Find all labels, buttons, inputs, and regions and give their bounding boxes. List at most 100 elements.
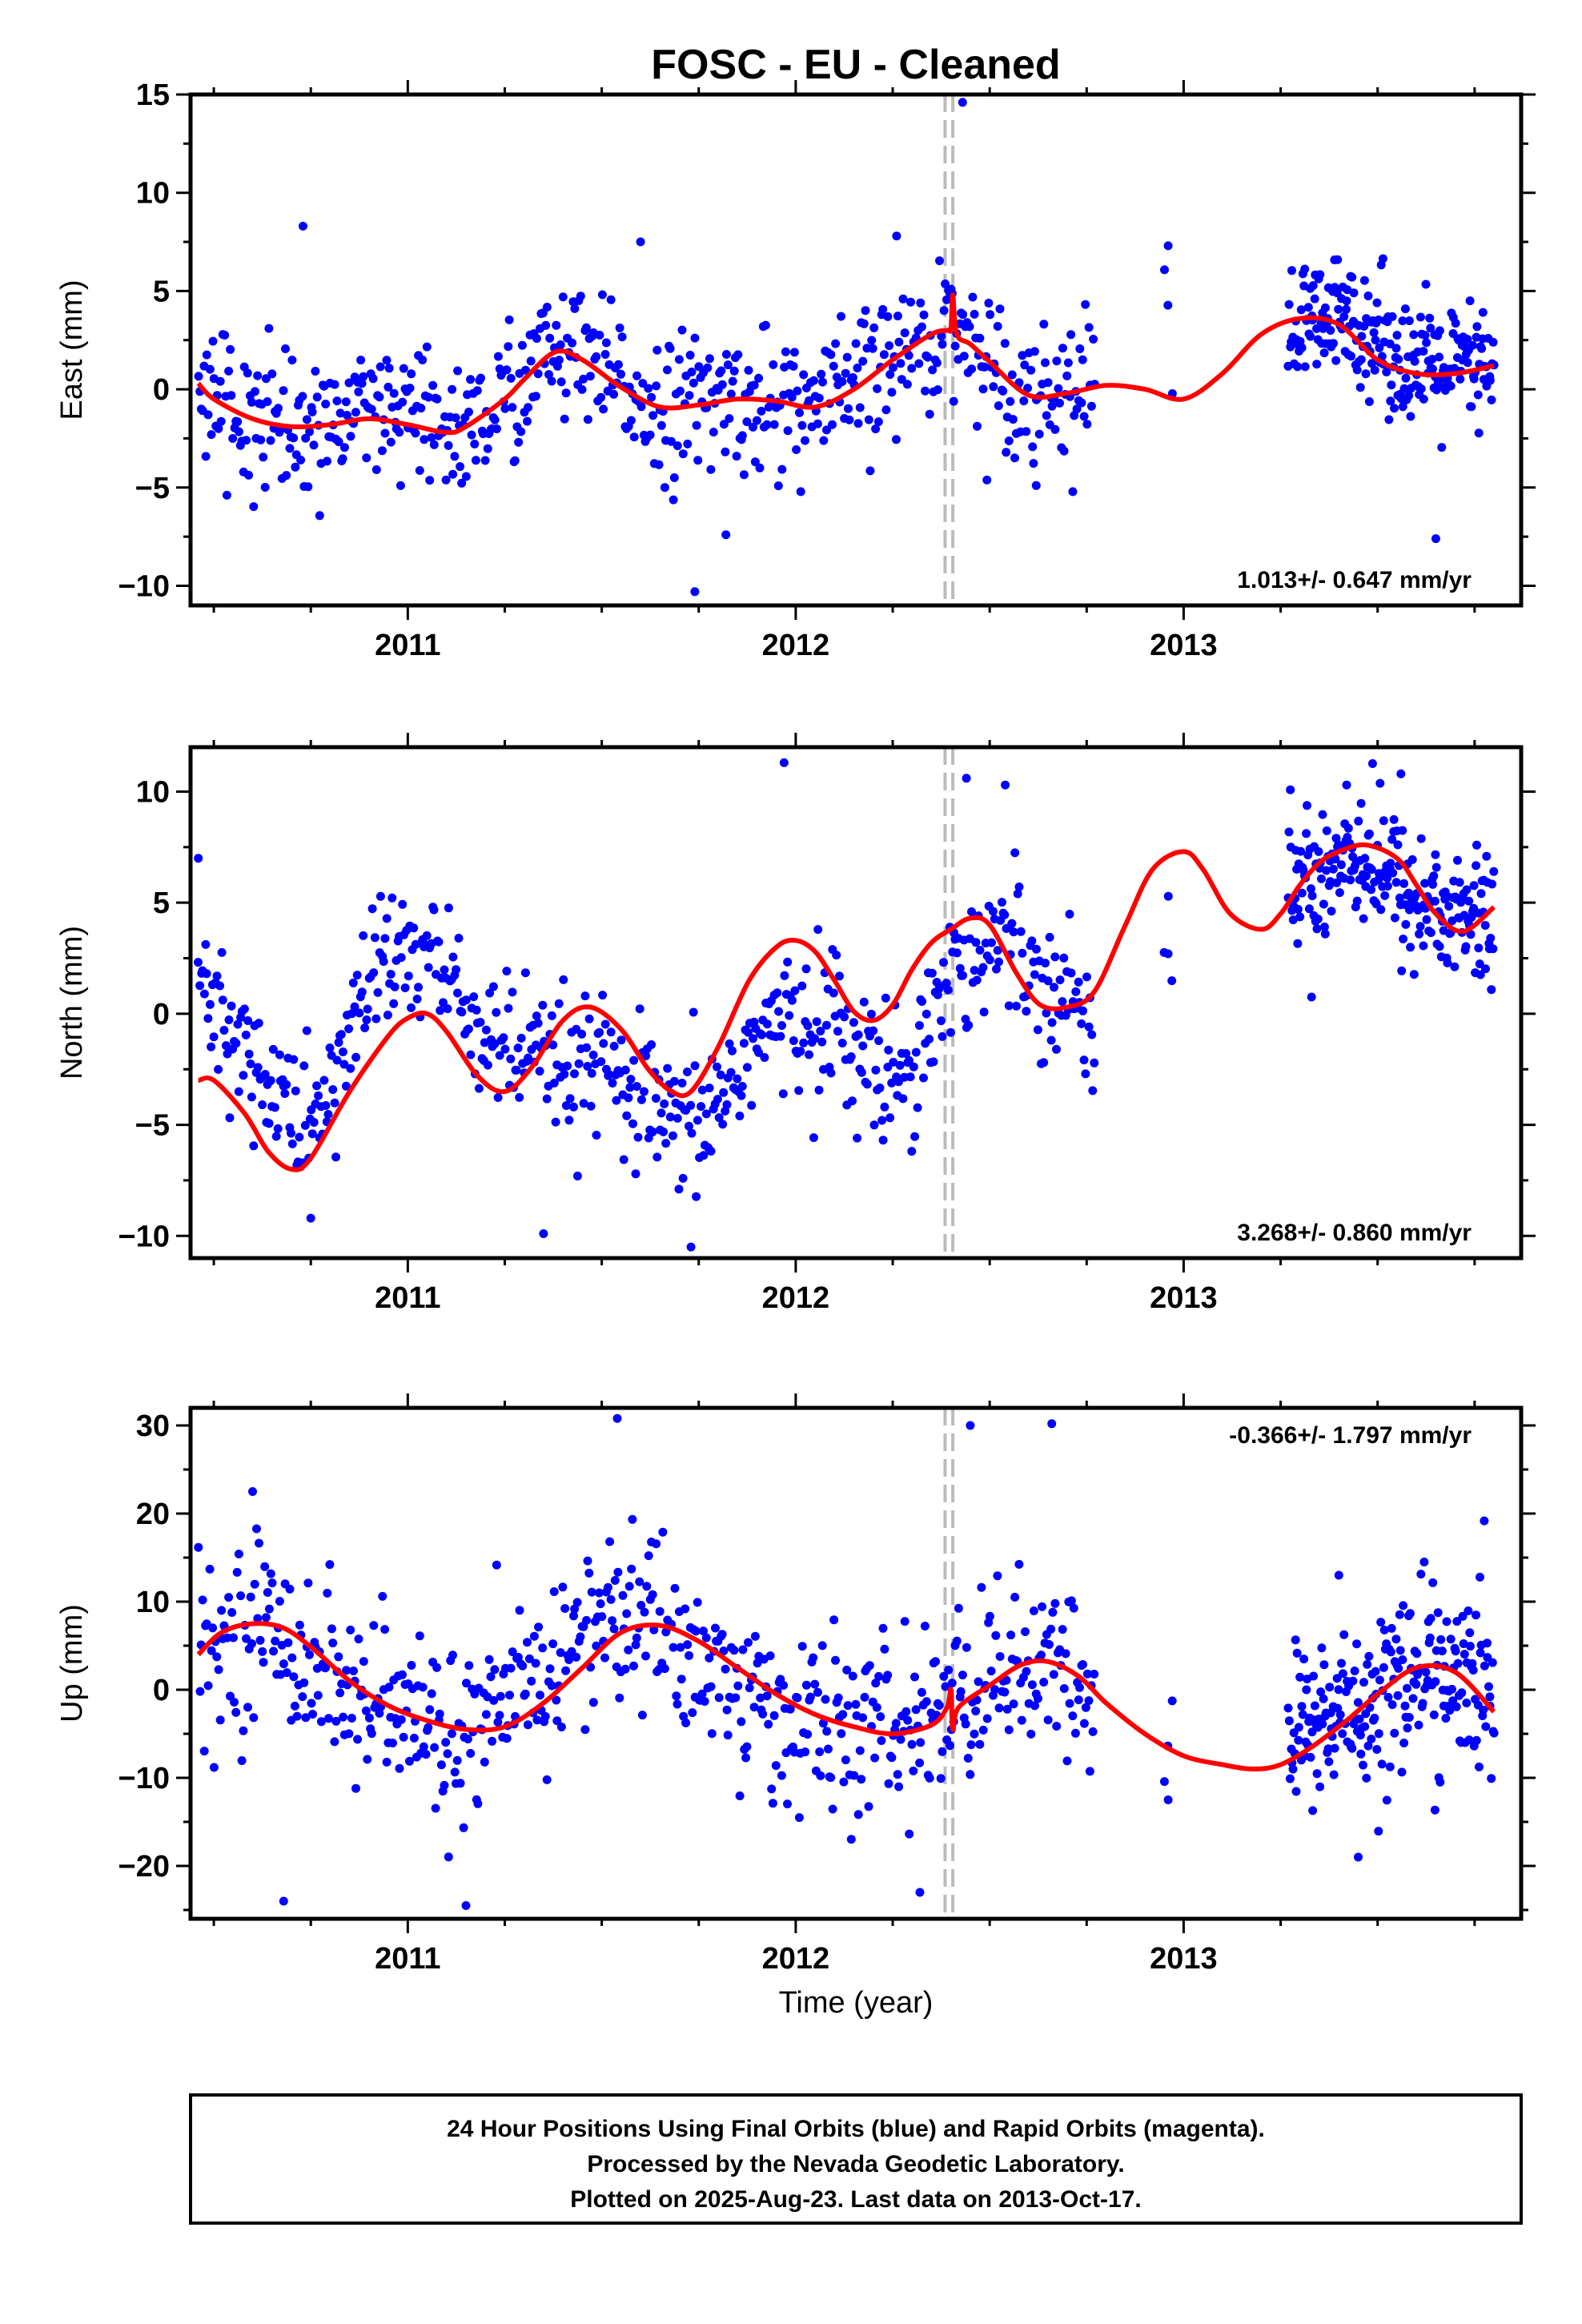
data-point	[1070, 1728, 1080, 1738]
data-point	[353, 1735, 363, 1744]
data-point	[1446, 381, 1456, 391]
data-point	[205, 364, 215, 374]
data-point	[898, 1094, 908, 1104]
data-point	[526, 356, 536, 366]
data-point	[364, 1713, 374, 1723]
data-point	[1061, 1649, 1070, 1659]
data-point	[1308, 281, 1318, 291]
data-point	[330, 380, 339, 389]
data-point	[1322, 866, 1331, 875]
data-point	[1343, 285, 1352, 295]
data-point	[660, 1099, 669, 1108]
data-point	[462, 1679, 471, 1688]
data-point	[474, 1084, 484, 1093]
data-point	[250, 1579, 259, 1589]
data-point	[427, 1689, 436, 1699]
data-point	[481, 1710, 491, 1719]
data-point	[524, 1053, 533, 1063]
data-point	[1463, 358, 1472, 368]
data-point	[966, 1421, 975, 1430]
data-point	[909, 1766, 918, 1775]
data-point	[1387, 312, 1397, 321]
data-point	[201, 452, 211, 461]
data-point	[683, 1068, 692, 1076]
data-point	[648, 1127, 657, 1136]
data-point	[723, 360, 733, 370]
data-point	[608, 1079, 617, 1088]
data-point	[538, 1000, 548, 1010]
data-point	[242, 436, 251, 445]
data-point	[275, 1597, 284, 1606]
model-curve	[198, 842, 1496, 1172]
y-axis-label: North (mm)	[55, 926, 89, 1080]
data-point	[1442, 1617, 1452, 1626]
data-point	[722, 1705, 732, 1715]
data-point	[905, 1072, 915, 1082]
data-point	[1398, 1655, 1407, 1664]
data-point	[323, 456, 331, 466]
data-point	[685, 1651, 694, 1660]
data-point	[1395, 893, 1404, 903]
data-point	[614, 360, 623, 369]
x-tick-label: 2011	[375, 1942, 440, 1976]
data-point	[229, 1633, 238, 1642]
data-point	[1068, 487, 1078, 497]
data-point	[1411, 1679, 1421, 1689]
data-point	[1052, 1722, 1062, 1731]
data-point	[499, 1033, 508, 1043]
data-point	[1010, 453, 1019, 463]
data-point	[398, 1670, 407, 1679]
data-point	[1443, 958, 1452, 967]
data-point	[1488, 879, 1497, 889]
data-point	[1369, 328, 1379, 337]
data-point	[291, 1086, 300, 1096]
data-point	[769, 1711, 779, 1720]
data-point	[859, 997, 869, 1007]
data-point	[1059, 953, 1069, 963]
data-point	[344, 378, 354, 388]
data-point	[994, 1703, 1004, 1713]
data-point	[1014, 883, 1024, 891]
data-point	[508, 403, 517, 412]
data-point	[1323, 1744, 1333, 1754]
data-point	[1387, 834, 1397, 844]
data-point	[941, 279, 950, 288]
data-point	[253, 1614, 263, 1623]
data-point	[857, 1775, 866, 1784]
data-point	[239, 1071, 248, 1080]
data-point	[760, 1053, 769, 1062]
data-point	[328, 1085, 338, 1094]
data-point	[833, 1027, 842, 1036]
data-point	[1472, 861, 1481, 870]
data-point	[1489, 1728, 1499, 1738]
data-point	[687, 1128, 697, 1138]
data-point	[1027, 936, 1037, 946]
data-point	[1090, 1058, 1099, 1068]
data-point	[604, 1582, 612, 1592]
data-point	[1081, 1069, 1090, 1079]
data-point	[476, 1018, 485, 1027]
data-point	[1006, 1630, 1016, 1640]
data-point	[667, 436, 676, 446]
data-point	[544, 370, 553, 380]
data-point	[307, 408, 317, 416]
data-point	[1462, 1699, 1472, 1707]
data-point	[731, 1693, 741, 1703]
data-point	[1382, 1795, 1391, 1805]
data-point	[1023, 384, 1033, 393]
data-point	[542, 1775, 552, 1784]
data-point	[1361, 1709, 1371, 1719]
data-point	[536, 1691, 544, 1700]
data-point	[1034, 429, 1044, 439]
data-point	[581, 323, 591, 332]
data-point	[1458, 1611, 1468, 1621]
data-point	[916, 298, 926, 308]
data-point	[809, 1653, 818, 1663]
data-point	[1441, 1714, 1451, 1723]
data-point	[1394, 1663, 1403, 1673]
data-point	[574, 1059, 584, 1068]
data-point	[447, 1729, 456, 1739]
data-point	[1468, 1659, 1477, 1668]
